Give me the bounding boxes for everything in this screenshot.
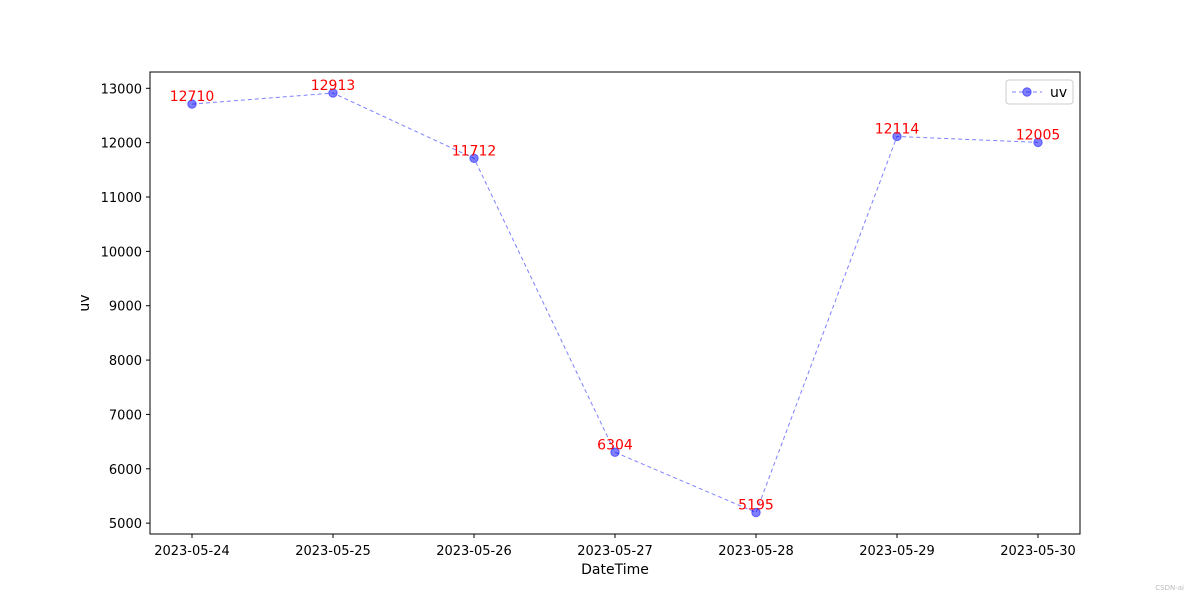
data-point [1033, 137, 1043, 148]
plot-area [149, 71, 1081, 535]
series-uv [187, 88, 1043, 518]
legend-marker [1022, 87, 1032, 97]
x-tick-label: 2023-05-25 [295, 544, 371, 559]
x-tick-label: 2023-05-24 [154, 544, 230, 559]
legend-box [1005, 79, 1074, 105]
x-tick-label: 2023-05-30 [1000, 544, 1076, 559]
data-point [610, 447, 620, 457]
data-label: 5195 [738, 498, 774, 514]
y-tick-label: 13000 [101, 82, 142, 97]
y-axis: 5000 6000 7000 8000 9000 10000 11000 12000 13000 [101, 82, 150, 532]
data-point [328, 88, 338, 98]
legend-entry-uv: uv [1050, 85, 1067, 101]
x-tick-label: 2023-05-29 [859, 544, 935, 559]
data-label: 11712 [452, 143, 497, 159]
x-tick-label: 2023-05-27 [577, 544, 653, 559]
y-tick-label: 8000 [109, 354, 142, 369]
y-axis-label: uv [77, 294, 93, 311]
data-point [187, 99, 197, 109]
data-point [469, 153, 479, 164]
data-label: 12913 [311, 78, 356, 94]
x-axis-label: DateTime [581, 562, 649, 578]
legend: uv [1005, 79, 1074, 105]
x-tick-label: 2023-05-26 [436, 544, 512, 559]
data-labels: 12710 12913 11712 6304 5195 12114 12005 [170, 78, 1061, 513]
y-tick-label: 7000 [109, 408, 142, 423]
data-label: 12114 [875, 121, 920, 137]
y-tick-label: 9000 [109, 300, 142, 315]
y-tick-label: 10000 [101, 245, 142, 260]
watermark: CSDN-ai [1155, 584, 1184, 592]
data-label: 12005 [1016, 127, 1061, 143]
x-axis: 2023-05-24 2023-05-25 2023-05-26 2023-05-27… [154, 534, 1076, 559]
y-tick-label: 6000 [109, 463, 142, 478]
data-point [751, 507, 761, 518]
y-tick-label: 5000 [109, 517, 142, 532]
data-point [892, 131, 902, 142]
y-tick-label: 12000 [101, 137, 142, 152]
data-label: 12710 [170, 89, 215, 105]
y-tick-label: 11000 [101, 191, 142, 206]
data-label: 6304 [597, 437, 633, 453]
x-tick-label: 2023-05-28 [718, 544, 794, 559]
